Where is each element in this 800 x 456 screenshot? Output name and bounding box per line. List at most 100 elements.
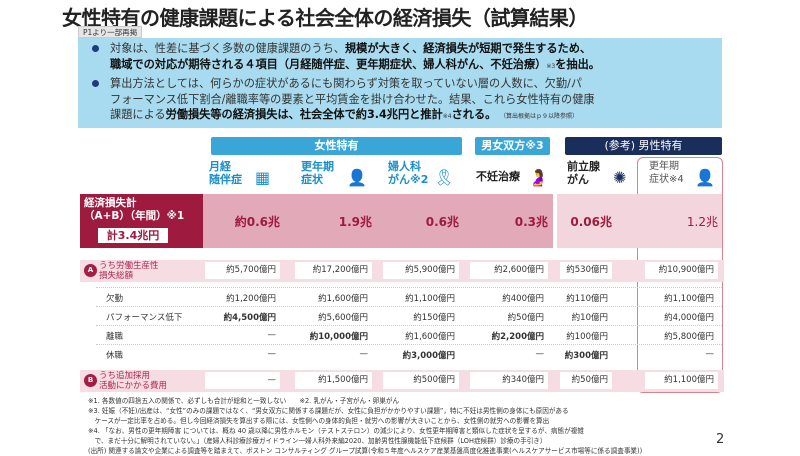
text: 対象は、性差に基づく多数の健康課題のうち、 [110, 42, 345, 55]
badge-a: A [84, 264, 97, 277]
subrow-label: パフォーマンス低下 [106, 313, 183, 323]
subrow-value: 約1,600億円 [318, 294, 368, 304]
subrow-value: — [705, 349, 715, 359]
reference-note: （算出根拠はｐ９以降参照） [499, 113, 578, 120]
column-header-line1: 前立腺 [567, 160, 600, 173]
total-sum: 計3.4兆円 [98, 228, 168, 243]
total-value: 約0.6兆 [234, 215, 280, 229]
subrow-value: — [535, 349, 545, 359]
subrow-value: 約2,200億円 [491, 332, 544, 342]
row-a-value: 約5,900億円 [383, 262, 459, 279]
row-a-value: 約5,700億円 [205, 262, 280, 279]
summary-box: 対象は、性差に基づく多数の健康課題のうち、規模が大きく、経済損失が短期で発生する… [78, 38, 722, 128]
footnote: で、まだ十分に解明されていない。」（産婦人科診療診療ガイドライン一婦人科外来編2… [88, 437, 547, 445]
text: される。 [451, 108, 497, 121]
footnote-ref: ※4 [442, 113, 452, 120]
row-divider [96, 287, 722, 288]
row-b-value: 約500億円 [383, 372, 459, 389]
text: 労働損失等の経済損失は、社会全体で約3.4兆円と推計 [165, 108, 443, 121]
row-b-label: うち追加採用 活動にかかる費用 [99, 371, 167, 391]
bullet-icon [92, 45, 99, 52]
text: 職域での対応が期待される４項目（月経随伴症、更年期症状、婦人科がん、不妊治療） [110, 57, 547, 71]
column-header-1: 月経 随伴症 [209, 160, 242, 186]
footnote: ※4. 「なお、男性の更年期障害 については、概ね 40 歳以降に男性ホルモン（… [88, 427, 584, 435]
row-a-value: 約530億円 [560, 262, 612, 279]
text: フォーマンス低下割合/離職率等の要素と平均賃金を掛け合わせた。結果、これら女性特… [110, 92, 595, 106]
footnote: ※3. 妊娠（不妊)/出産は、“女性”のみの課題ではなく、“男女双方に関係する課… [88, 407, 569, 415]
subrow-value: 約100億円 [566, 332, 608, 342]
column-header-line2: がん [567, 173, 589, 186]
cell-icon: ✺ [613, 168, 627, 187]
subrow-value: 約4,000億円 [664, 313, 714, 323]
subrow-value: 約300億円 [564, 351, 608, 361]
total-value: 1.2兆 [686, 215, 718, 229]
text: を抽出。 [555, 57, 600, 71]
total-value: 0.6兆 [425, 215, 459, 229]
total-label: 経済損失計 （A+B）（年間）※1 計3.4兆円 [80, 194, 203, 248]
text: 活動にかかる費用 [99, 381, 168, 391]
subrow-value: 約1,100億円 [664, 294, 714, 304]
subrow-value: 約1,100億円 [405, 294, 455, 304]
page-title: 女性特有の健康課題による社会全体の経済損失（試算結果） [62, 6, 588, 30]
row-divider [96, 344, 722, 345]
subrow-value: 約10,000億円 [309, 332, 368, 342]
text: 算出方法としては、何らかの症状があるにも関わらず対策を取っていない層の人数に、欠… [110, 77, 582, 90]
total-value: 0.3兆 [514, 215, 548, 229]
text: うち労働生産性 [99, 261, 159, 271]
calendar-icon: ▦ [255, 168, 271, 187]
summary-bullet-1: 対象は、性差に基づく多数の健康課題のうち、規模が大きく、経済損失が短期で発生する… [92, 41, 600, 74]
subrow-label: 休職 [106, 351, 124, 361]
group-both: 男女双方※3 [475, 137, 550, 155]
page-number: 2 [716, 432, 725, 447]
row-b-value: — [205, 372, 280, 389]
footnote: ケースが一定比率を占める。但し今回経済損失を算出する際には、女性側への身体的負担… [88, 417, 550, 425]
woman-icon: 👤 [347, 168, 367, 187]
column-header-line2: 随伴症 [209, 173, 242, 186]
subrow-value: 約110億円 [566, 294, 608, 304]
column-header-2: 更年期 症状 [301, 160, 334, 186]
total-value: 0.06兆 [570, 215, 612, 229]
total-title: 経済損失計 [84, 197, 137, 209]
total-female-band [203, 194, 553, 248]
column-header-line1: 更年期 [301, 160, 334, 173]
group-male-reference: (参考) 男性特有 [565, 137, 722, 155]
subrow-value: — [267, 330, 277, 340]
subrow-value: 約5,800億円 [664, 332, 714, 342]
ribbon-icon: 🎗 [434, 168, 455, 187]
source-note: (出所) 関連する論文や企業による調査等を踏まえて、ボストン コンサルティング … [88, 447, 643, 455]
column-header-line1: 月経 [209, 160, 231, 173]
text: 課題による [110, 108, 166, 121]
row-a-label: うち労働生産性 損失総額 [99, 261, 159, 281]
man-icon: 👤 [695, 168, 715, 187]
subrow-value: 約150億円 [413, 313, 455, 323]
column-header-4: 不妊治療 [476, 170, 520, 183]
summary-bullet-2: 算出方法としては、何らかの症状があるにも関わらず対策を取っていない層の人数に、欠… [92, 76, 595, 125]
total-male-band [557, 194, 722, 248]
row-b-value: 約340億円 [470, 372, 548, 389]
subrow-value: 約1,600億円 [405, 332, 455, 342]
subrow-value: 約1,200億円 [226, 294, 276, 304]
pregnant-icon: 🤰 [528, 168, 548, 187]
source-tag: P1より一部再掲 [78, 26, 143, 38]
footnotes: ※1. 各数値の四捨五入の関係で、必ずしも合計が総和と一致しない ※2. 乳がん… [88, 396, 642, 456]
column-header-line1: 不妊治療 [476, 170, 520, 183]
row-b-value: 約1,100億円 [645, 372, 718, 389]
text: 損失総額 [99, 271, 134, 281]
subrow-value: 約10億円 [571, 313, 608, 323]
subrow-value: — [359, 349, 369, 359]
subrow-value: 約50億円 [507, 313, 544, 323]
row-divider [96, 306, 722, 307]
column-header-3: 婦人科 がん※2 [388, 160, 428, 186]
subrow-value: 約400億円 [502, 294, 544, 304]
column-header-line2: がん※2 [388, 173, 429, 186]
footnote: ※1. 各数値の四捨五入の関係で、必ずしも合計が総和と一致しない ※2. 乳がん… [88, 397, 400, 405]
row-a-value: 約2,600億円 [470, 262, 548, 279]
subrow-value: 約3,000億円 [402, 351, 455, 361]
subrow-label: 欠勤 [106, 294, 124, 304]
subrow-value: 約5,600億円 [318, 313, 368, 323]
text: 規模が大きく、経済損失が短期で発生するため、 [344, 42, 592, 55]
total-subtitle: （A+B）（年間）※1 [84, 210, 185, 222]
column-header-6: 更年期 症状※4 [649, 160, 684, 186]
column-header-line2: 症状※4 [649, 174, 684, 185]
bullet-icon [92, 80, 99, 87]
